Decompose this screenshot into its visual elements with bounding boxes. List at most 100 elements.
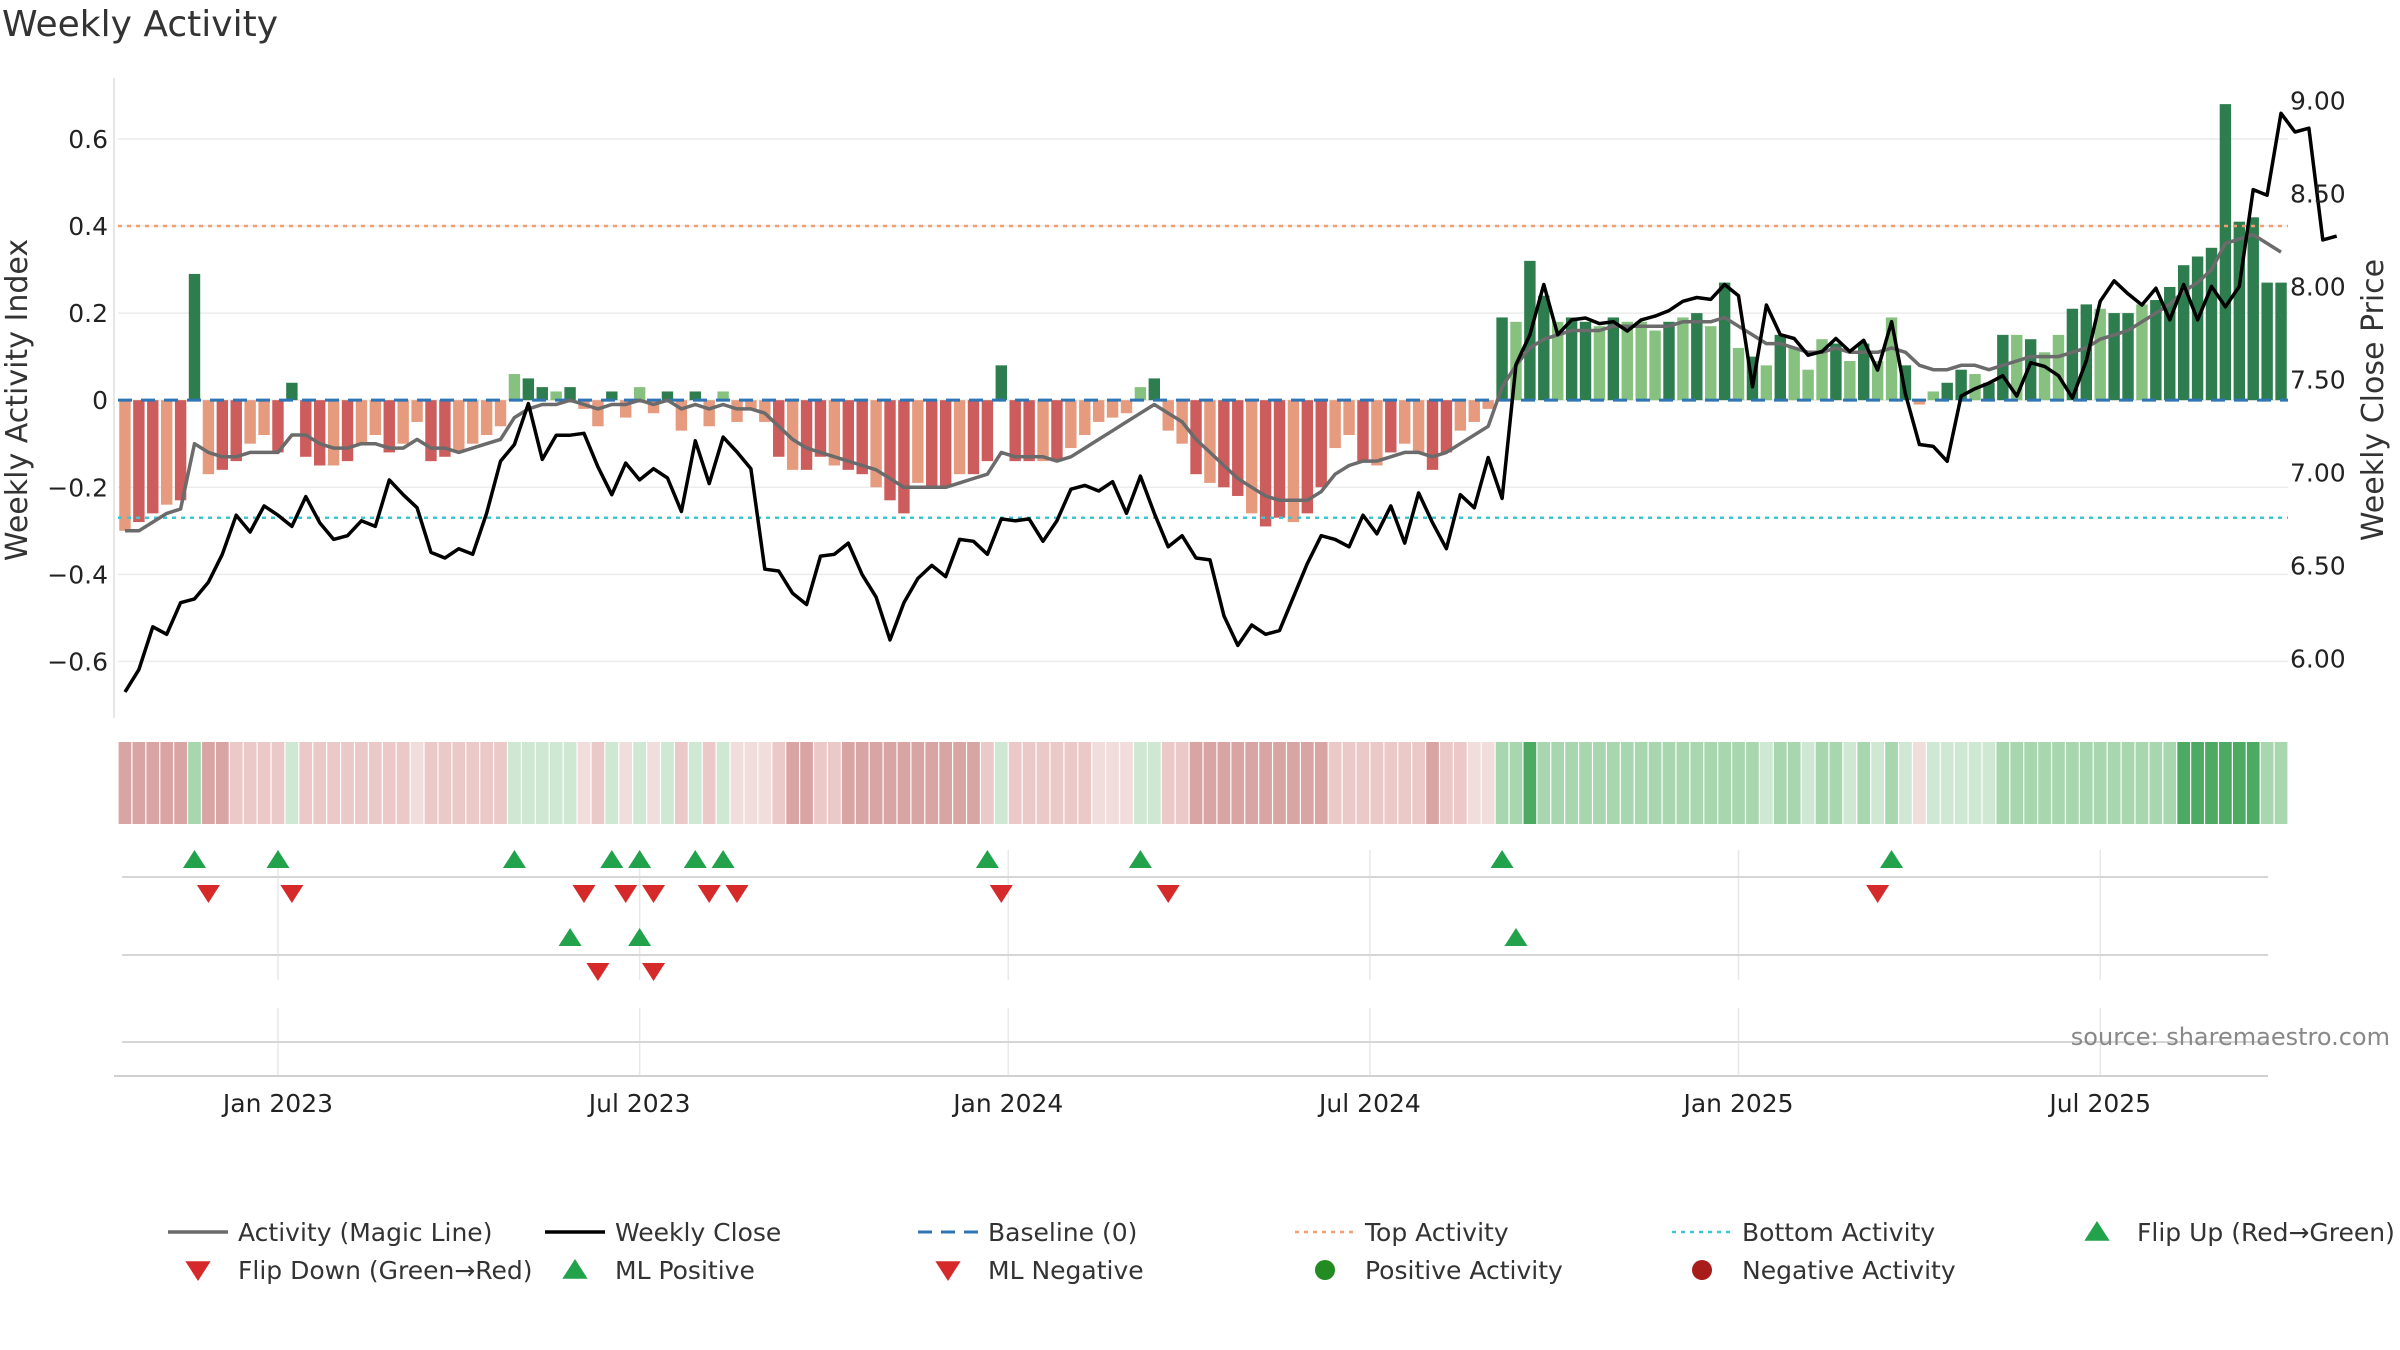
ribbon-cell bbox=[577, 742, 591, 824]
ribbon-cell bbox=[1593, 742, 1606, 824]
flip-up-marker bbox=[600, 850, 624, 868]
flip-up-marker bbox=[628, 850, 652, 868]
activity-bar bbox=[536, 387, 548, 401]
ribbon-cell bbox=[2260, 742, 2274, 824]
activity-bar bbox=[160, 400, 173, 505]
ribbon-cell bbox=[466, 742, 480, 824]
ribbon-cell bbox=[1384, 742, 1398, 824]
ribbon-cell bbox=[2107, 742, 2121, 824]
ribbon-cell bbox=[1273, 742, 1286, 824]
ribbon-cell bbox=[1523, 742, 1537, 824]
ribbon-cell bbox=[688, 742, 702, 824]
activity-bar bbox=[550, 391, 562, 401]
activity-bar bbox=[759, 400, 771, 422]
ribbon-cell bbox=[633, 742, 646, 824]
activity-bar bbox=[1927, 391, 1939, 401]
ribbon-cell bbox=[285, 742, 299, 824]
ribbon-cell bbox=[897, 742, 911, 824]
activity-bar bbox=[800, 400, 813, 470]
ribbon-cell bbox=[327, 742, 340, 824]
activity-bar bbox=[995, 365, 1008, 401]
ribbon-cell bbox=[1565, 742, 1578, 824]
y2-tick-label: 7.50 bbox=[2290, 365, 2346, 394]
ribbon-cell bbox=[299, 742, 313, 824]
y2-tick-label: 6.50 bbox=[2290, 551, 2346, 580]
legend-item: Positive Activity bbox=[1315, 1256, 1563, 1285]
ribbon-cell bbox=[549, 742, 563, 824]
ribbon-cell bbox=[1579, 742, 1592, 824]
flip-down-marker bbox=[196, 885, 220, 903]
activity-bar bbox=[1454, 400, 1467, 431]
ribbon-cell bbox=[1300, 742, 1314, 824]
ribbon-cell bbox=[160, 742, 174, 824]
ml-negative-marker bbox=[642, 963, 666, 981]
activity-bar bbox=[2011, 334, 2023, 401]
activity-bar bbox=[2080, 304, 2093, 401]
ribbon-cell bbox=[675, 742, 688, 824]
activity-bar bbox=[1023, 400, 1035, 462]
activity-bar bbox=[1899, 365, 1912, 401]
ribbon-cell bbox=[2121, 742, 2135, 824]
ribbon-cell bbox=[1843, 742, 1857, 824]
ribbon-cell bbox=[1022, 742, 1036, 824]
ribbon-cell bbox=[661, 742, 674, 824]
ribbon-cell bbox=[202, 742, 215, 824]
x-tick-label: Jan 2024 bbox=[951, 1089, 1063, 1118]
activity-bar bbox=[745, 400, 757, 409]
ribbon-cell bbox=[1481, 742, 1495, 824]
activity-bar bbox=[1774, 334, 1786, 401]
ribbon-cell bbox=[2205, 742, 2218, 824]
activity-bar bbox=[1079, 400, 1091, 436]
ribbon-cell bbox=[452, 742, 466, 824]
activity-bar bbox=[620, 400, 632, 418]
activity-bar bbox=[1565, 317, 1578, 401]
legend-swatch-negative bbox=[1692, 1260, 1712, 1280]
chart-title: Weekly Activity bbox=[2, 4, 279, 45]
x-tick-label: Jul 2024 bbox=[1317, 1089, 1421, 1118]
ribbon-cell bbox=[1648, 742, 1662, 824]
ribbon-cell bbox=[1106, 742, 1119, 824]
flip-down-marker bbox=[989, 885, 1013, 903]
ribbon-cell bbox=[1008, 742, 1022, 824]
activity-bar bbox=[2219, 104, 2232, 401]
ribbon-cell bbox=[1913, 742, 1926, 824]
legend-swatch-up bbox=[562, 1259, 588, 1279]
activity-bar bbox=[842, 400, 854, 470]
legend-item: ML Negative bbox=[935, 1256, 1144, 1285]
flip-down-marker bbox=[1866, 885, 1890, 903]
ribbon-cell bbox=[716, 742, 730, 824]
ribbon-cell bbox=[953, 742, 966, 824]
activity-bar bbox=[258, 400, 270, 436]
activity-bar bbox=[1204, 400, 1216, 483]
flip-up-marker bbox=[266, 850, 290, 868]
series-lines bbox=[123, 111, 2338, 693]
activity-bar bbox=[1232, 400, 1244, 496]
activity-bar bbox=[1482, 400, 1494, 409]
activity-bar bbox=[1162, 400, 1174, 431]
activity-bar bbox=[633, 387, 646, 401]
activity-bar bbox=[1357, 400, 1369, 462]
ribbon-cell bbox=[2093, 742, 2107, 824]
ribbon-cell bbox=[1314, 742, 1328, 824]
activity-bar bbox=[1287, 400, 1300, 523]
flip-up-marker bbox=[975, 850, 999, 868]
activity-bar bbox=[1621, 321, 1633, 401]
activity-bar bbox=[174, 400, 187, 501]
activity-bar bbox=[1120, 400, 1133, 414]
activity-bar bbox=[661, 391, 674, 401]
activity-bar bbox=[369, 400, 382, 436]
activity-ribbon bbox=[118, 742, 2288, 824]
legend-swatch-down bbox=[935, 1261, 961, 1281]
ribbon-cell bbox=[925, 742, 939, 824]
activity-bar bbox=[300, 400, 312, 457]
flip-down-marker bbox=[614, 885, 638, 903]
activity-bar bbox=[1065, 400, 1077, 449]
ribbon-cell bbox=[243, 742, 257, 824]
activity-bar bbox=[1134, 387, 1147, 401]
ribbon-cell bbox=[1412, 742, 1425, 824]
activity-bar bbox=[1844, 360, 1856, 401]
y-tick-label: 0.2 bbox=[68, 299, 108, 328]
activity-bar bbox=[1315, 400, 1327, 488]
activity-bar bbox=[467, 400, 479, 444]
legend-label: Baseline (0) bbox=[988, 1218, 1137, 1247]
